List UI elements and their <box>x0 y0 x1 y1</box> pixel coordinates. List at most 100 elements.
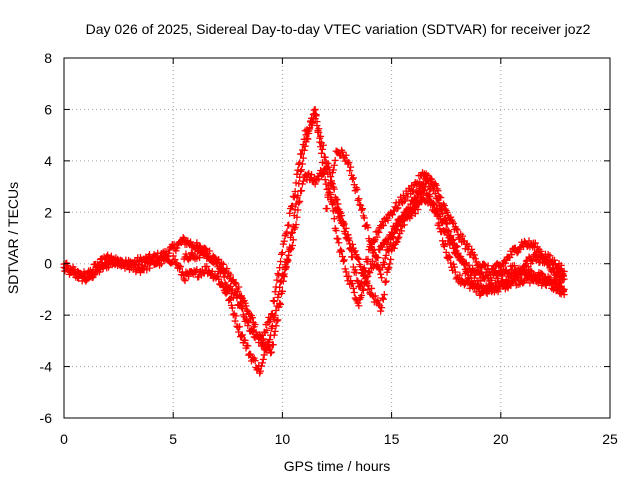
data-point <box>274 293 282 301</box>
data-point <box>326 189 334 197</box>
data-point <box>374 261 382 269</box>
data-point <box>347 244 355 252</box>
data-point <box>180 275 188 283</box>
data-point <box>203 262 211 270</box>
data-point <box>451 268 459 276</box>
data-point <box>336 208 344 216</box>
data-point <box>411 204 419 212</box>
data-point <box>385 247 393 255</box>
data-point <box>409 188 417 195</box>
data-point <box>321 153 329 161</box>
data-point <box>364 255 372 263</box>
data-point <box>349 284 357 292</box>
data-markers <box>60 105 568 377</box>
data-point <box>329 166 337 174</box>
data-point <box>324 159 332 167</box>
data-point <box>428 175 436 183</box>
data-point <box>354 196 362 204</box>
data-point <box>187 249 195 257</box>
data-point <box>212 258 220 266</box>
data-point <box>413 199 421 207</box>
data-point <box>348 175 356 183</box>
data-point <box>429 201 437 209</box>
data-point <box>271 327 279 335</box>
data-point <box>426 193 434 201</box>
data-point <box>318 145 326 153</box>
data-point <box>383 268 391 276</box>
data-point <box>394 222 402 230</box>
y-tick-label: -4 <box>40 359 53 375</box>
data-point <box>373 233 381 241</box>
data-point <box>271 288 279 296</box>
data-point <box>267 331 275 339</box>
data-point <box>173 244 181 252</box>
data-point <box>272 306 280 314</box>
data-point <box>293 170 301 178</box>
data-point <box>348 240 356 248</box>
data-point <box>522 257 530 265</box>
data-point <box>345 159 353 167</box>
data-point <box>510 262 518 270</box>
data-point <box>268 322 276 330</box>
data-point <box>267 349 275 357</box>
data-point <box>354 278 362 286</box>
data-point <box>251 321 259 329</box>
data-point <box>259 355 267 363</box>
data-point <box>87 272 95 280</box>
data-point <box>329 207 337 215</box>
data-point <box>294 166 302 174</box>
series-track-c <box>180 110 568 347</box>
data-point <box>257 367 265 375</box>
data-point <box>238 305 246 313</box>
data-point <box>277 277 285 285</box>
data-point <box>277 257 285 265</box>
data-point <box>480 261 488 269</box>
data-point <box>295 199 303 207</box>
data-point <box>219 260 227 268</box>
data-point <box>371 252 379 260</box>
data-point <box>358 291 366 299</box>
data-point <box>318 149 326 157</box>
data-point <box>394 235 402 243</box>
data-point <box>355 302 363 310</box>
x-axis-label: GPS time / hours <box>284 458 391 474</box>
data-point <box>312 112 320 120</box>
data-point <box>218 266 226 274</box>
data-point <box>421 182 429 190</box>
data-point <box>367 240 375 248</box>
data-point <box>321 176 329 184</box>
data-point <box>263 326 271 334</box>
data-point <box>237 299 245 307</box>
data-point <box>267 348 275 356</box>
data-point <box>353 276 361 284</box>
data-point <box>328 179 336 187</box>
data-point <box>306 125 314 133</box>
data-point <box>283 228 291 236</box>
data-point <box>379 221 387 229</box>
data-point <box>456 271 464 279</box>
data-point <box>446 253 454 261</box>
data-point <box>213 257 221 265</box>
data-point <box>344 231 352 239</box>
data-point <box>340 220 348 228</box>
data-point <box>235 283 243 291</box>
data-point <box>399 191 407 199</box>
data-point <box>122 257 130 265</box>
data-point <box>215 275 223 283</box>
data-point <box>437 215 445 223</box>
y-tick-label: -2 <box>40 307 53 323</box>
data-point <box>196 254 204 262</box>
data-point <box>443 209 451 217</box>
data-point <box>262 346 270 354</box>
data-point <box>379 295 387 303</box>
data-point <box>228 304 236 312</box>
y-tick-label: 4 <box>44 153 52 169</box>
data-point <box>387 239 395 247</box>
data-point <box>275 290 283 298</box>
data-point <box>280 237 288 245</box>
data-point <box>296 197 304 205</box>
data-point <box>380 291 388 299</box>
data-point <box>439 200 447 208</box>
data-point <box>545 261 553 269</box>
data-point <box>241 336 249 344</box>
